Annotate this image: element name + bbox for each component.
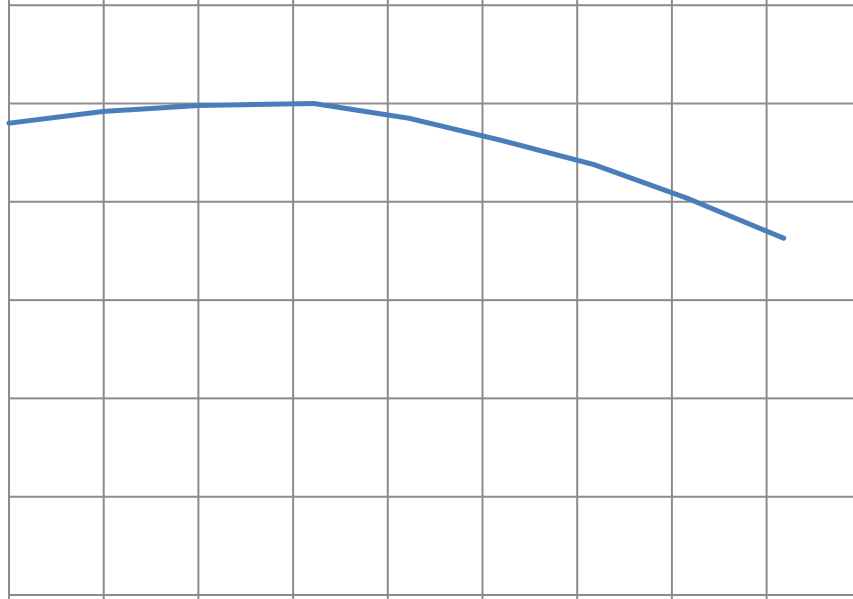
- data-point: [590, 161, 596, 167]
- data-point: [195, 102, 201, 108]
- chart-series-group: [6, 101, 787, 241]
- chart-grid: [8, 0, 853, 599]
- data-point: [406, 115, 412, 121]
- data-point: [686, 196, 692, 202]
- data-point: [101, 108, 107, 114]
- data-point: [781, 235, 787, 241]
- series-line: [6, 101, 787, 241]
- data-point: [497, 137, 503, 143]
- data-point: [311, 101, 317, 106]
- data-point: [6, 120, 12, 126]
